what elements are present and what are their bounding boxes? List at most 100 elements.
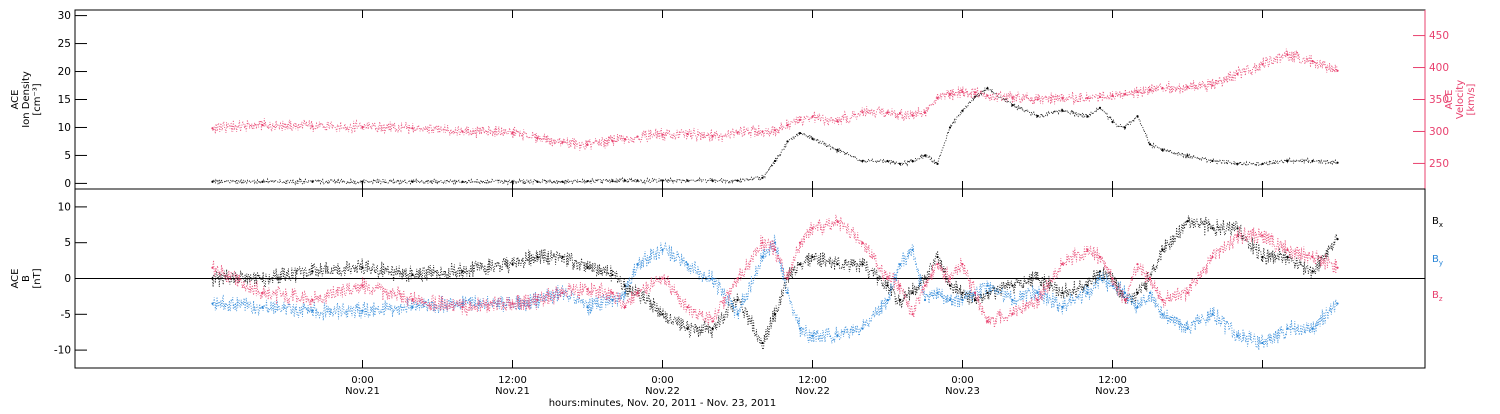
trace-Bz [212, 214, 1338, 328]
data-point [611, 298, 614, 302]
data-point [1161, 248, 1164, 251]
data-point [948, 298, 952, 302]
y-tick-label: 30 [58, 10, 71, 22]
data-point [1186, 291, 1189, 294]
data-point [986, 87, 989, 90]
x-tick-label-time: 12:00 [798, 375, 827, 386]
series-series-1 [211, 48, 1339, 151]
data-point [611, 291, 614, 294]
y-tick-label: 450 [1429, 30, 1449, 42]
series-Bz [211, 214, 1339, 328]
x-tick-label-date: Nov.23 [945, 386, 980, 397]
data-point [1123, 298, 1127, 302]
y-tick-label: -10 [54, 345, 71, 357]
density-axis: 0 5 10 15 20 25 30 ACE Ion Density [cm⁻³] [10, 10, 87, 190]
legend-main: B [1432, 290, 1439, 301]
legend-entry-Bz: Bz [1432, 290, 1443, 303]
field-axis: -10 -5 0 5 10 ACE B [nT] [10, 201, 87, 357]
top-panel-frame [74, 9, 1426, 190]
data-point [1311, 270, 1314, 273]
data-point [1123, 93, 1127, 96]
y-axis-title-line: [cm⁻³] [32, 83, 43, 115]
series-series-0 [211, 86, 1339, 186]
velocity-axis-title: ACE Velocity [km/s] [1444, 80, 1477, 119]
x-tick-label-time: 0:00 [651, 375, 673, 386]
x-tick-label-date: Nov.22 [795, 386, 830, 397]
y-tick-label: 0 [64, 273, 71, 285]
y-tick-label: 0 [64, 178, 71, 190]
legend-main: B [1432, 216, 1439, 227]
data-point [1336, 302, 1339, 305]
y-tick-label: 10 [58, 122, 71, 134]
y-tick-label: 10 [58, 201, 71, 213]
data-point [1136, 263, 1139, 266]
series-Bx [211, 215, 1339, 351]
data-point [411, 273, 414, 277]
y-axis-title-line: [km/s] [1466, 83, 1477, 115]
y-tick-label: 5 [64, 150, 71, 162]
y-tick-label: 15 [58, 94, 71, 106]
trace-Bx [212, 215, 1338, 351]
data-point [1098, 270, 1102, 273]
velocity-axis: 250 300 350 400 450 ACE Velocity [km/s] [1413, 30, 1477, 170]
x-tick-label-date: Nov.21 [495, 386, 530, 397]
y-tick-label: 300 [1429, 126, 1449, 138]
data-point [1336, 266, 1339, 269]
data-point [1011, 313, 1014, 316]
series-By [211, 234, 1339, 351]
trace-By [212, 234, 1338, 351]
data-point [711, 327, 714, 330]
y-axis-title-line: ACE [1444, 90, 1455, 110]
data-point [836, 120, 839, 123]
legend-subscript: z [1439, 295, 1443, 303]
x-tick-label-time: 0:00 [351, 375, 373, 386]
legend-subscript: y [1439, 259, 1443, 267]
legend-main: B [1432, 254, 1439, 265]
legend-subscript: x [1439, 221, 1443, 229]
x-tick-label-date: Nov.21 [345, 386, 380, 397]
x-axis-title: hours:minutes, Nov. 20, 2011 - Nov. 23, … [549, 398, 777, 409]
data-point [861, 327, 864, 330]
density-axis-title: ACE Ion Density [cm⁻³] [10, 71, 43, 128]
data-point [211, 266, 214, 269]
y-tick-label: 20 [58, 66, 71, 78]
field-axis-title: ACE B [nT] [10, 268, 43, 288]
data-point [1261, 341, 1264, 345]
x-tick-label-date: Nov.22 [645, 386, 680, 397]
data-point [211, 302, 214, 305]
trace-series-1 [212, 48, 1338, 151]
y-axis-title-line: Velocity [1455, 80, 1466, 119]
data-point [1336, 69, 1339, 72]
y-tick-label: 25 [58, 38, 71, 50]
y-tick-label: 250 [1429, 158, 1449, 170]
data-point [611, 180, 614, 183]
data-point [1236, 72, 1239, 76]
data-point [461, 270, 464, 273]
x-tick-label-time: 12:00 [498, 375, 527, 386]
x-tick-label-time: 0:00 [951, 375, 973, 386]
trace-series-0 [212, 86, 1337, 186]
y-axis-title-line: [nT] [32, 268, 43, 288]
x-tick-label-date: Nov.23 [1095, 386, 1130, 397]
x-axis: 0:00Nov.2112:00Nov.210:00Nov.2212:00Nov.… [345, 10, 1263, 409]
y-tick-label: 350 [1429, 94, 1449, 106]
data-point [898, 263, 902, 266]
y-tick-label: -5 [61, 309, 71, 321]
x-tick-label-time: 12:00 [1098, 375, 1127, 386]
legend-entry-Bx: Bx [1432, 216, 1443, 229]
y-axis-title-line: Ion Density [21, 71, 32, 128]
data-point [761, 130, 764, 133]
y-tick-label: 5 [64, 237, 71, 249]
data-point [1061, 109, 1064, 112]
data-point [1311, 159, 1314, 163]
y-axis-title-line: ACE [10, 269, 21, 289]
legend-entry-By: By [1432, 254, 1443, 267]
data-point [211, 127, 214, 130]
y-axis-title-line: B [21, 275, 32, 282]
y-axis-title-line: ACE [10, 90, 21, 110]
